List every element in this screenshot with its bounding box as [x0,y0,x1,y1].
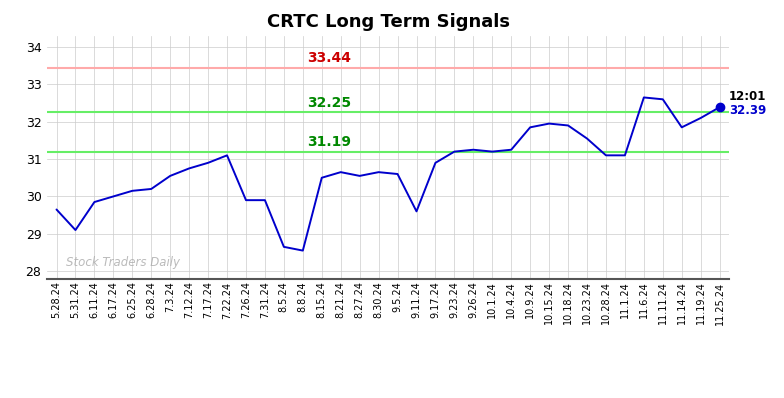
Title: CRTC Long Term Signals: CRTC Long Term Signals [267,14,510,31]
Text: Stock Traders Daily: Stock Traders Daily [66,256,180,269]
Text: 31.19: 31.19 [307,135,351,149]
Text: 32.25: 32.25 [307,96,351,110]
Text: 32.39: 32.39 [729,103,767,117]
Text: 33.44: 33.44 [307,51,351,65]
Text: 12:01: 12:01 [729,90,767,103]
